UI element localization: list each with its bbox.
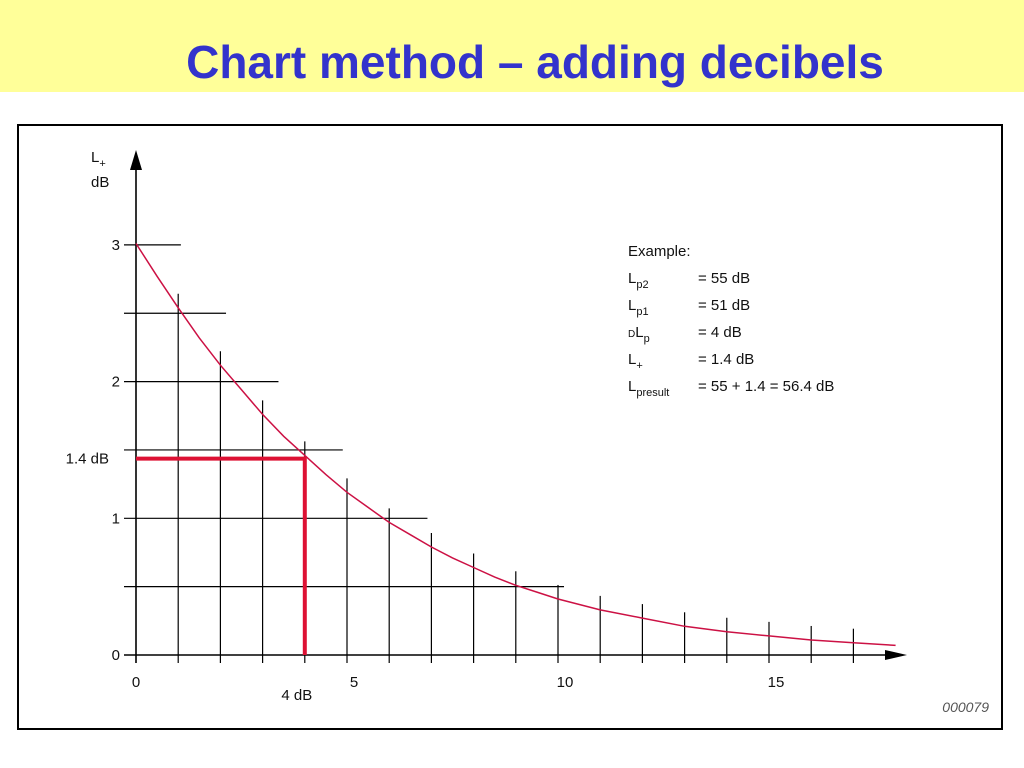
y-axis-unit: dB xyxy=(91,174,109,191)
x-tick-label: 5 xyxy=(350,674,358,691)
chart-axes xyxy=(124,150,907,663)
y-axis-label: L+ xyxy=(91,149,106,170)
y-tick-label: 2 xyxy=(112,374,120,391)
example-row-sym: L xyxy=(628,351,636,368)
y-axis-label-sub: + xyxy=(99,158,105,170)
example-row-value: = 4 dB xyxy=(698,324,742,341)
example-heading: Example: xyxy=(628,243,691,260)
example-row-sub: + xyxy=(636,360,642,372)
example-row-symbol: Lp2 xyxy=(628,270,649,291)
x-axis-arrow xyxy=(885,650,907,660)
example-row-prefix: D xyxy=(628,329,635,340)
example-row-sym: L xyxy=(628,378,636,395)
example-row-sub: p1 xyxy=(636,306,648,318)
example-row-sub: presult xyxy=(636,387,669,399)
y-axis-arrow xyxy=(130,150,142,170)
example-row-symbol: Lp1 xyxy=(628,297,649,318)
x-tick-label: 10 xyxy=(557,674,574,691)
example-row-symbol: Lpresult xyxy=(628,378,669,399)
example-row-value: = 51 dB xyxy=(698,297,750,314)
slide-title: Chart method – adding decibels xyxy=(186,36,884,88)
y-tick-label: 0 xyxy=(112,647,120,664)
example-row-symbol: L+ xyxy=(628,351,643,372)
example-row-value: = 55 + 1.4 = 56.4 dB xyxy=(698,378,834,395)
example-row-sub: p xyxy=(644,333,650,345)
chart-grid xyxy=(124,244,855,663)
y-tick-label: 1 xyxy=(112,510,120,527)
example-row-sub: p2 xyxy=(636,279,648,291)
annotation-x-label: 4 dB xyxy=(281,687,312,704)
example-row-sym: L xyxy=(628,297,636,314)
example-row-value: = 55 dB xyxy=(698,270,750,287)
decibel-curve xyxy=(135,243,896,647)
title-bar xyxy=(0,0,1024,92)
example-highlight xyxy=(136,456,307,655)
x-tick-label: 0 xyxy=(132,674,140,691)
chart-curve xyxy=(135,243,896,647)
example-row-sym: L xyxy=(628,270,636,287)
example-row-value: = 1.4 dB xyxy=(698,351,754,368)
figure-frame: L+ dB 0 1 2 3 0 5 10 15 1.4 dB 4 dB Example: Lp2 =… xyxy=(17,124,1003,730)
annotation-y-label: 1.4 dB xyxy=(66,451,109,468)
example-row-sym: L xyxy=(635,324,643,341)
y-tick-label: 3 xyxy=(112,237,120,254)
example-row-symbol: DLp xyxy=(628,324,650,345)
x-tick-label: 15 xyxy=(768,674,785,691)
figure-code: 000079 xyxy=(942,699,989,715)
